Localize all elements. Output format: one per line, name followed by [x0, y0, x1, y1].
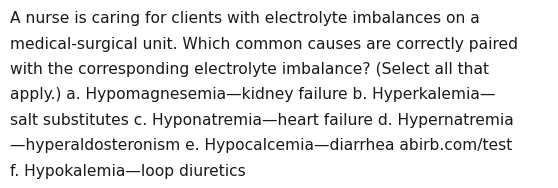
Text: —hyperaldosteronism e. Hypocalcemia—diarrhea abirb.com/test: —hyperaldosteronism e. Hypocalcemia—diar… [10, 138, 512, 153]
Text: A nurse is caring for clients with electrolyte imbalances on a: A nurse is caring for clients with elect… [10, 11, 480, 26]
Text: apply.) a. Hypomagnesemia—kidney failure b. Hyperkalemia—: apply.) a. Hypomagnesemia—kidney failure… [10, 87, 496, 102]
Text: medical-surgical unit. Which common causes are correctly paired: medical-surgical unit. Which common caus… [10, 37, 518, 52]
Text: with the corresponding electrolyte imbalance? (Select all that: with the corresponding electrolyte imbal… [10, 62, 489, 77]
Text: salt substitutes c. Hyponatremia—heart failure d. Hypernatremia: salt substitutes c. Hyponatremia—heart f… [10, 113, 514, 128]
Text: f. Hypokalemia—loop diuretics: f. Hypokalemia—loop diuretics [10, 164, 246, 179]
